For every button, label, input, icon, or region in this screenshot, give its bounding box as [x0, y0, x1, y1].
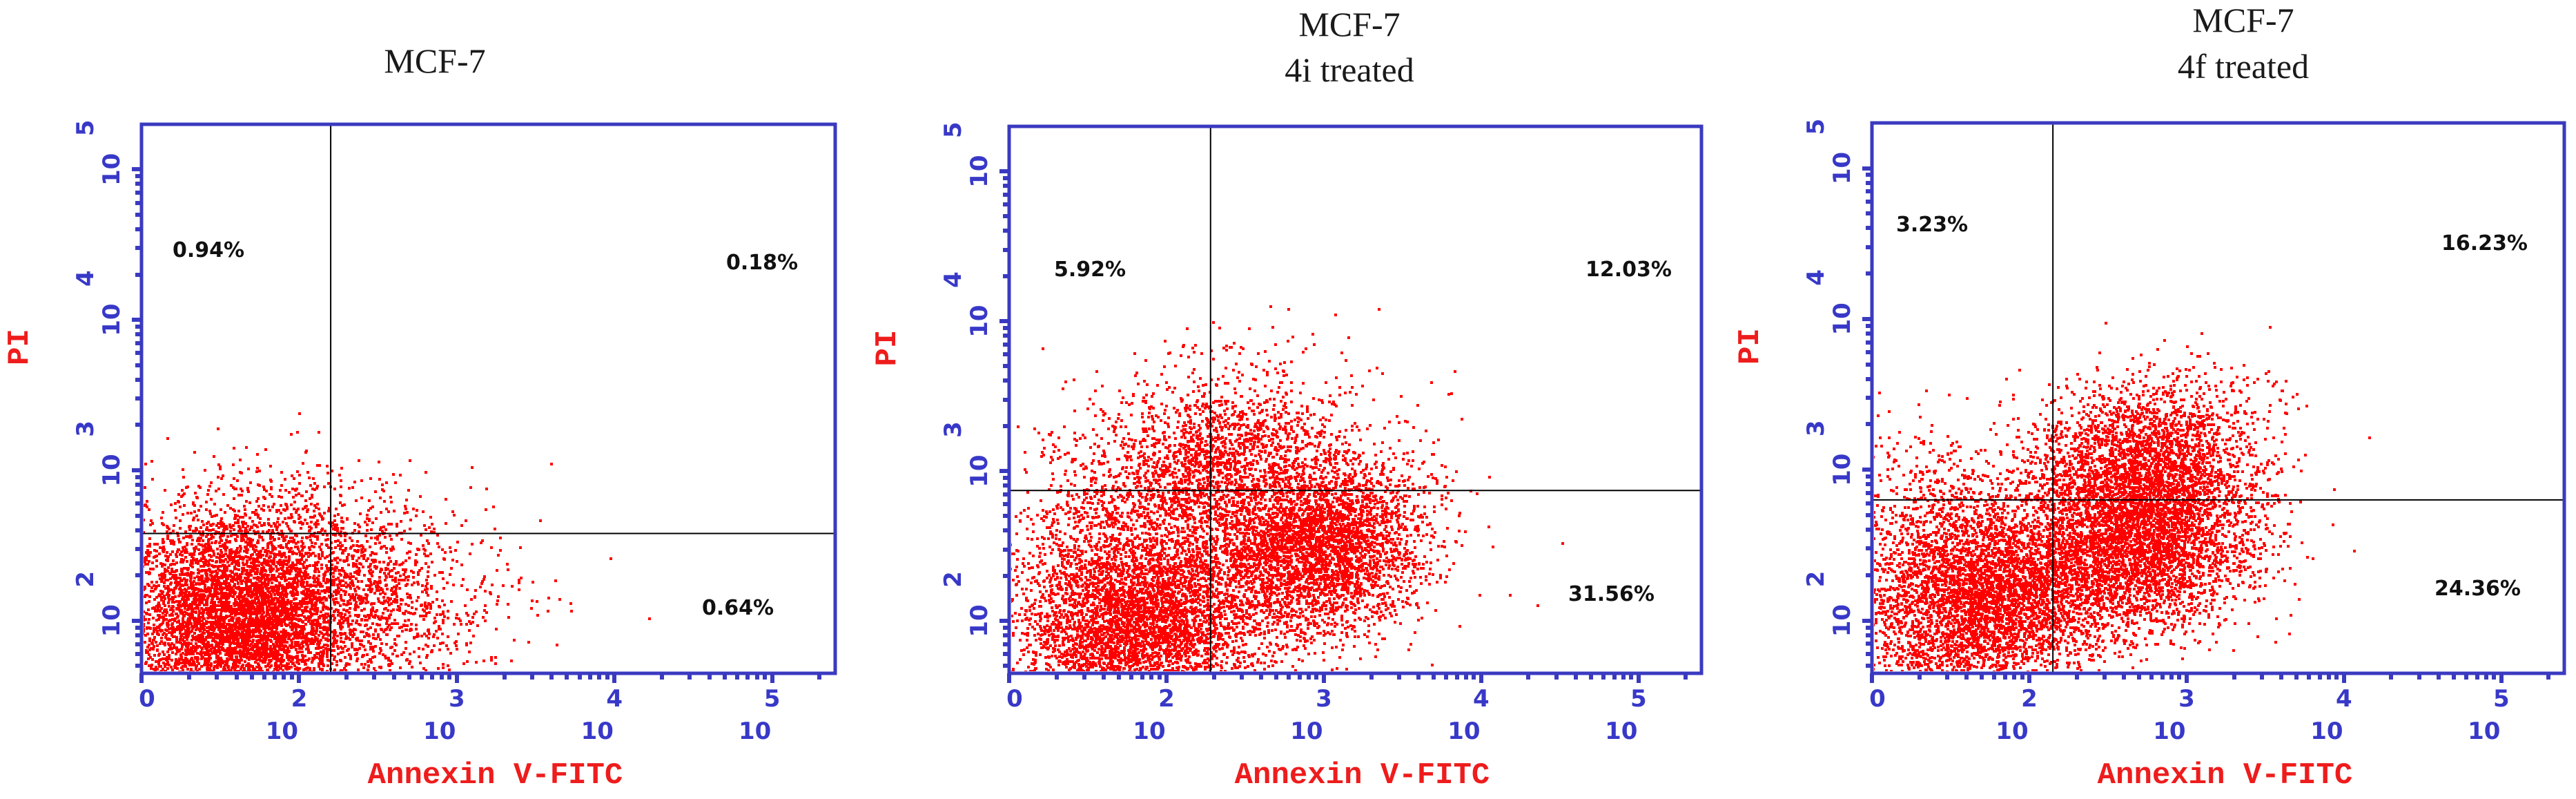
y-tick-exponent: 3: [1802, 420, 1830, 436]
quadrant-percent-upper-left: 0.94%: [173, 238, 244, 262]
x-tick-exponent: 2: [291, 685, 308, 713]
y-tick-exponent: 4: [72, 270, 99, 287]
y-axis-label: PI: [870, 330, 905, 367]
cytometry-panel-1: MCF-7 0 2 10 3 10 4 10 5 10 10 2 10 3 10 4 10 5 Annexin V-…: [3, 41, 837, 793]
plot-frame: [139, 122, 837, 675]
x-tick-base: 10: [1290, 718, 1323, 745]
y-tick-base: 10: [1828, 152, 1856, 184]
quadrant-percent-upper-left: 3.23%: [1896, 213, 1968, 237]
x-tick-exponent: 3: [449, 685, 465, 713]
x-tick-exponent: 5: [764, 685, 781, 713]
y-axis-label: PI: [1733, 328, 1768, 365]
x-tick-base: 10: [2153, 718, 2185, 745]
x-tick-base: 10: [581, 718, 614, 745]
x-axis-label: Annexin V-FITC: [2098, 758, 2353, 793]
x-tick-base: 10: [1605, 718, 1637, 745]
y-tick-base: 10: [966, 305, 993, 337]
quadrant-percent-lower-right: 24.36%: [2434, 577, 2521, 601]
panel-title: MCF-7: [2192, 1, 2294, 39]
scatter-point-cloud: [1011, 305, 1564, 671]
x-tick-exponent: 0: [1006, 685, 1023, 713]
y-tick-exponent: 2: [72, 571, 99, 588]
x-axis-label: Annexin V-FITC: [368, 758, 623, 793]
cytometry-panel-2: MCF-7 4i treated 0 2 10 3 10 4 10 5 10 10 2 10 3 10 4 10 5…: [870, 5, 1704, 793]
x-tick-exponent: 0: [139, 685, 155, 713]
panel-subtitle: 4f treated: [2178, 47, 2309, 86]
y-tick-base: 10: [966, 155, 993, 187]
scatter-events: [1874, 322, 2371, 671]
x-tick-exponent: 5: [2493, 685, 2510, 713]
x-tick-exponent: 4: [606, 685, 623, 713]
y-tick-base: 10: [98, 454, 126, 486]
x-tick-base: 10: [2468, 718, 2500, 745]
y-tick-base: 10: [98, 153, 126, 186]
scatter-events: [1011, 305, 1564, 671]
x-tick-exponent: 3: [1316, 685, 1332, 713]
scatter-point-cloud: [144, 412, 651, 671]
x-tick-base: 10: [1133, 718, 1165, 745]
panel-title: MCF-7: [1298, 5, 1400, 44]
y-tick-exponent: 4: [939, 271, 967, 288]
quadrant-percent-lower-right: 31.56%: [1568, 582, 1655, 606]
x-tick-exponent: 2: [1158, 685, 1175, 713]
panel-subtitle: 4i treated: [1285, 50, 1414, 89]
quadrant-percent-upper-right: 16.23%: [2441, 231, 2528, 256]
x-tick-exponent: 3: [2178, 685, 2195, 713]
y-tick-exponent: 5: [939, 122, 967, 138]
panel-title: MCF-7: [384, 41, 485, 80]
scatter-point-cloud: [1874, 322, 2371, 671]
x-tick-base: 10: [266, 718, 298, 745]
y-tick-base: 10: [1828, 454, 1856, 486]
x-tick-base: 10: [1996, 718, 2028, 745]
y-tick-exponent: 5: [72, 120, 99, 137]
x-tick-exponent: 0: [1869, 685, 1886, 713]
y-tick-exponent: 4: [1802, 269, 1830, 286]
y-tick-base: 10: [98, 303, 126, 336]
quadrant-percent-upper-right: 12.03%: [1585, 258, 1672, 282]
y-tick-exponent: 2: [1802, 571, 1830, 588]
cytometry-panel-3: MCF-7 4f treated 0 2 10 3 10 4 10 5 10 10 2 10 3 10 4 10 5…: [1733, 1, 2566, 793]
x-tick-base: 10: [2310, 718, 2343, 745]
x-tick-base: 10: [1447, 718, 1480, 745]
x-tick-exponent: 4: [2336, 685, 2352, 713]
x-tick-base: 10: [739, 718, 771, 745]
quadrant-percent-upper-left: 5.92%: [1054, 258, 1126, 282]
y-tick-base: 10: [1828, 302, 1856, 335]
y-tick-exponent: 3: [939, 421, 967, 438]
quadrant-percent-upper-right: 0.18%: [726, 251, 798, 275]
x-tick-base: 10: [423, 718, 456, 745]
x-tick-exponent: 2: [2021, 685, 2038, 713]
y-axis-label: PI: [3, 329, 37, 365]
quadrant-percent-lower-right: 0.64%: [702, 596, 774, 620]
y-tick-exponent: 3: [72, 421, 99, 437]
y-tick-base: 10: [1828, 604, 1856, 637]
x-axis-label: Annexin V-FITC: [1235, 758, 1490, 793]
y-tick-exponent: 2: [939, 571, 967, 588]
x-tick-exponent: 4: [1473, 685, 1490, 713]
scatter-events: [144, 412, 651, 671]
y-tick-base: 10: [966, 454, 993, 487]
y-tick-exponent: 5: [1802, 119, 1830, 135]
y-tick-base: 10: [966, 604, 993, 637]
y-tick-base: 10: [98, 604, 126, 637]
x-tick-exponent: 5: [1630, 685, 1647, 713]
